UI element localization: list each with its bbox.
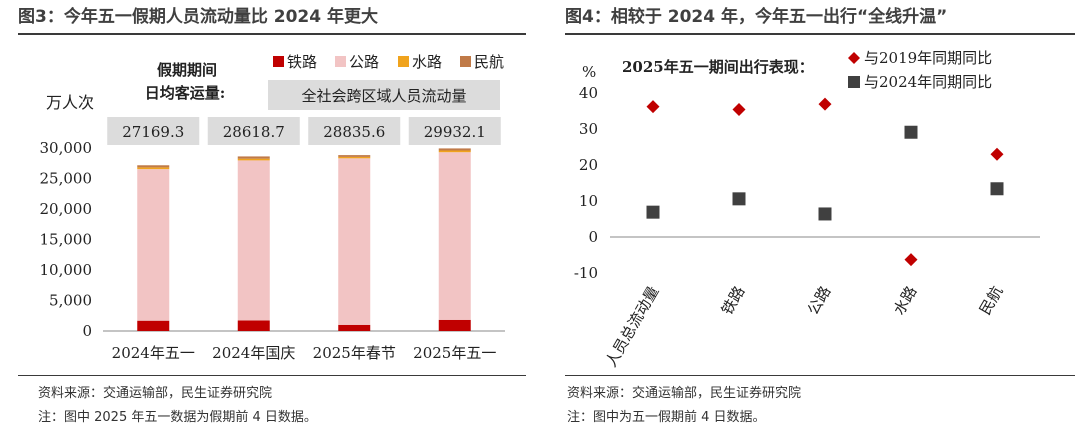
total-label: 28835.6 [323,123,385,141]
y-tick-label: 0 [82,322,92,340]
y-tick-label: 20 [579,156,598,174]
bar-segment-water [338,156,371,159]
total-label-box [408,117,501,145]
legend-diamond [848,52,860,64]
bar-segment-air [137,165,170,168]
y-tick-label: 30,000 [40,139,93,157]
legend-label: 与2024年同期同比 [864,73,992,91]
right-source-note: 资料来源：交通运输部，民生证券研究院 [567,386,802,401]
y-tick-label: 0 [588,228,598,246]
left-bottom-rule [18,375,526,376]
total-label: 27169.3 [122,123,184,141]
bar-segment-air [438,148,471,151]
stacked-bar-chart: 0 5,000 10,000 15,000 20,000 25,000 30,000 万人次 2… [40,53,505,362]
right-figure-title: 图4：相较于 2024 年，今年五一出行“全线升温” [565,7,948,27]
total-label-box [207,117,300,145]
y-tick-label: -10 [574,264,598,282]
bar-segment-rail [438,319,471,331]
diamond-marker [818,97,832,111]
legend-swatch [335,56,346,67]
bar-segment-air [237,156,270,159]
bar-segment-road [438,152,471,320]
x-category-label: 2024年五一 [112,344,195,362]
bar-segment-road [338,158,371,325]
total-label-box [107,117,200,145]
diamond-marker [646,100,660,114]
y-tick-label: 25,000 [40,170,93,188]
bar-segment-water [438,150,471,153]
legend-label: 铁路 [287,53,317,71]
y-tick-label: 10 [579,192,598,210]
diamond-marker [990,147,1004,161]
bar-segment-air [338,155,371,157]
x-category-label: 人员总流动量 [602,283,663,370]
left-source-note: 资料来源：交通运输部，民生证券研究院 [38,386,273,401]
diamond-marker [732,103,746,117]
right-footnote: 注：图中为五一假期前 4 日数据。 [567,410,766,425]
left-figure-title: 图3：今年五一假期人员流动量比 2024 年更大 [18,7,378,27]
right-chart-panel: 图4：相较于 2024 年，今年五一出行“全线升温” -10 0 10 20 30 40%… [555,0,1080,433]
bar-segment-rail [237,320,270,331]
total-label: 28618.7 [223,123,285,141]
square-marker [732,192,746,206]
annotation-box-label: 全社会跨区域人员流动量 [301,87,466,105]
right-title-rule [565,33,1075,35]
x-category-label: 公路 [804,283,835,318]
annotation-box [268,80,500,110]
legend-swatch [273,56,284,67]
right-bottom-rule [565,375,1075,376]
y-tick-label: 15,000 [40,231,93,249]
legend-swatch [398,56,409,67]
y-tick-label: 10,000 [40,261,93,279]
square-marker [904,125,918,139]
square-marker [818,207,832,221]
annotation-line-1: 假期期间 [157,61,217,79]
legend-square [848,76,860,88]
left-chart-panel: 图3：今年五一假期人员流动量比 2024 年更大 0 5,000 10,000 15,… [18,7,526,425]
x-category-label: 2025年五一 [413,344,496,362]
legend-label: 公路 [349,53,379,71]
total-label-box [308,117,401,145]
x-category-label: 民航 [976,283,1007,318]
total-label: 29932.1 [424,123,486,141]
bar-segment-water [137,167,170,170]
bar-segment-rail [137,320,170,331]
x-category-label: 水路 [890,283,921,318]
legend-swatch [460,56,471,67]
left-title-rule [18,33,526,35]
legend-label: 水路 [412,53,442,71]
y-tick-label: 5,000 [49,292,92,310]
left-footnote: 注：图中 2025 年五一数据为假期前 4 日数据。 [38,410,317,425]
y-axis-label: 万人次 [46,93,94,112]
bar-segment-rail [338,324,371,331]
square-marker [990,182,1004,196]
diamond-marker [904,253,918,267]
square-marker [646,205,660,219]
y-tick-label: 40 [579,84,598,102]
legend-label: 与2019年同期同比 [864,49,992,67]
x-category-label: 2025年春节 [313,344,396,362]
scatter-chart: -10 0 10 20 30 40% 2025年五一期间出行表现： 人员总流动量 铁路 公路 水路 民… [574,49,1040,370]
legend-label: 民航 [474,53,504,71]
y-axis-label: % [582,63,596,81]
x-category-label: 铁路 [718,283,749,318]
y-tick-label: 30 [579,120,598,138]
bar-segment-road [237,160,270,321]
x-category-label: 2024年国庆 [212,344,295,362]
y-tick-label: 20,000 [40,200,93,218]
annotation-line-2: 日均客运量: [145,84,226,102]
bar-segment-road [137,169,170,321]
scatter-title: 2025年五一期间出行表现： [622,58,814,76]
bar-segment-water [237,158,270,161]
